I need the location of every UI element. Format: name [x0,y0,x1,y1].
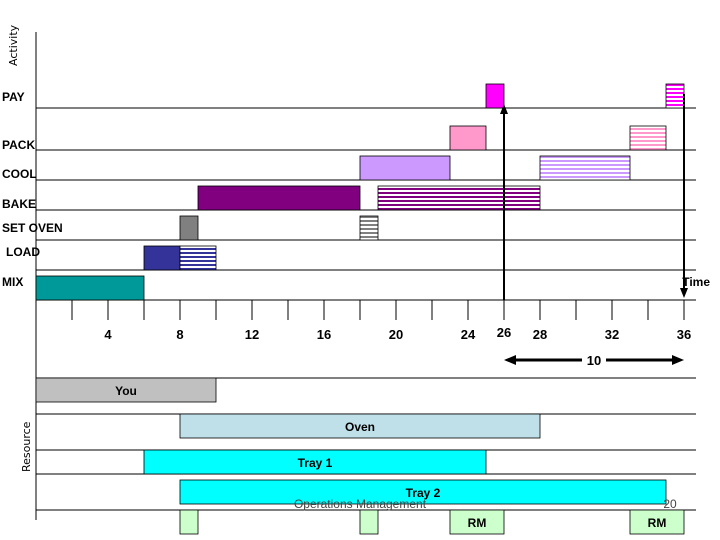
span-label: 10 [587,353,601,368]
resource-bar-tray-2 [179,479,667,505]
tick-label-8: 8 [176,327,183,342]
resource-axis-title: Resource [20,421,33,472]
rm-bar-4 [629,509,685,535]
grid-lines [36,107,696,301]
rm-label-4: RM [648,516,667,530]
activity-axis-title: Activity [7,24,20,66]
bar-pack-2 [629,125,667,151]
activity-label-load: LOAD [6,245,40,259]
bar-bake-1 [197,185,361,211]
activity-label-bake: BAKE [2,197,36,211]
bar-set-oven-2 [359,215,379,241]
extra-bars: RM RM [179,509,685,535]
marker-26: 26 [497,94,688,340]
tick-label-24: 24 [461,327,476,342]
bar-load-1 [143,245,181,271]
rm-bar-2 [359,509,379,535]
resource-label-tray-2: Tray 2 [406,486,441,500]
resource-bar-you [35,377,217,403]
footer-title: Operations Management [294,497,427,511]
page-number: 20 [663,497,677,511]
tick-label-28: 28 [533,327,547,342]
resource-label-you: You [115,384,137,398]
tick-label-4: 4 [104,327,112,342]
span-arrow: 10 [504,353,684,368]
rm-bar-1 [179,509,199,535]
resource-label-oven: Oven [345,420,375,434]
activity-label-set-oven: SET OVEN [2,221,63,235]
tick-label-20: 20 [389,327,403,342]
tick-label-36: 36 [677,327,691,342]
span-left-arrowhead [504,355,516,365]
span-right-arrowhead [672,355,684,365]
bar-pack-1 [449,125,487,151]
bar-cool-2 [539,155,631,181]
resource-bar-tray-1 [143,449,487,475]
resource-label-tray-1: Tray 1 [298,456,333,470]
x-axis-ticks: 4 8 12 16 20 24 28 32 36 [71,300,691,342]
activity-label-pack: PACK [2,138,35,152]
rm-label-3: RM [468,516,487,530]
bar-pay-1 [485,83,505,109]
rm-bar-3 [449,509,505,535]
activity-label-cool: COOL [2,167,37,181]
activity-labels: PAY PACK COOL BAKE SET OVEN LOAD MIX [2,90,63,289]
bar-load-2 [179,245,217,271]
marker-label: 26 [497,325,511,340]
tick-label-12: 12 [245,327,259,342]
bar-set-oven-1 [179,215,199,241]
tick-label-32: 32 [605,327,619,342]
tick-label-16: 16 [317,327,331,342]
resource-bar-oven [179,413,541,439]
bar-cool-1 [359,155,451,181]
activity-bars [35,83,685,301]
resource-bars: You Oven Tray 1 Tray 2 [35,377,696,511]
marker-arrowhead [500,104,508,114]
bar-bake-2 [377,185,541,211]
bar-mix-1 [35,275,145,301]
activity-label-mix: MIX [2,275,23,289]
activity-label-pay: PAY [2,90,25,104]
time-axis-label: Time [682,275,710,289]
bar-pay-2 [665,83,685,109]
end-arrowhead [680,288,688,298]
